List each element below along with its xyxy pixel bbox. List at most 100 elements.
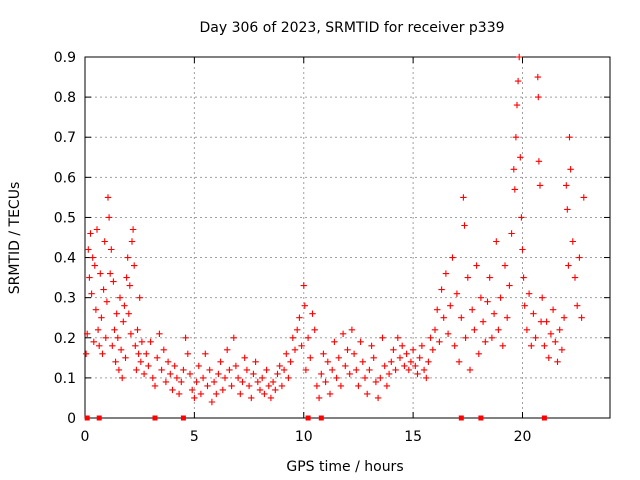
data-point [113,310,120,317]
data-point [143,350,150,357]
data-point [311,326,318,333]
data-point [372,378,380,386]
data-point [213,390,220,398]
data-point [566,134,573,141]
data-point [523,326,531,333]
x-tick-label: 5 [190,429,199,445]
x-tick-label: 0 [81,429,90,445]
y-tick-label: 0.3 [54,291,76,307]
data-point [180,366,187,374]
data-point [298,342,305,349]
data-point [124,254,131,261]
data-point [108,246,115,253]
data-point [576,254,583,261]
data-point [109,342,116,349]
data-point [329,366,336,374]
data-point [370,354,377,361]
data-point [169,386,176,394]
data-point [101,238,108,245]
data-point [333,374,340,382]
data-point [309,310,316,317]
data-point [252,358,259,365]
data-point [418,342,426,349]
baseline-point [84,415,90,421]
data-point [479,318,487,325]
data-point [92,306,100,313]
data-point [425,358,432,365]
data-point [440,314,447,321]
data-point [374,394,382,402]
data-point [261,390,268,398]
data-point [189,386,196,394]
data-point [224,346,231,353]
data-point [545,354,552,361]
data-point [96,342,103,349]
data-point [126,282,133,289]
data-point [110,278,117,285]
data-point [259,374,266,382]
data-point [111,326,118,333]
data-point [530,310,537,317]
data-point [167,370,174,378]
data-point [114,334,121,341]
data-point [173,374,181,382]
data-point [539,294,546,301]
data-point [471,326,478,333]
data-point [427,334,434,341]
data-point [442,270,450,277]
data-point [320,350,327,357]
data-point [359,358,366,365]
data-point [280,366,288,374]
data-point [93,226,101,233]
data-point [543,318,550,325]
data-point [102,334,109,341]
chart-title: Day 306 of 2023, SRMTID for receiver p33… [199,20,504,36]
data-point [493,238,500,245]
data-point [394,334,401,341]
data-point [164,358,172,365]
data-point [208,398,216,406]
data-point [193,378,200,386]
data-point [514,77,522,85]
data-point [195,362,202,370]
data-point [412,362,419,370]
data-point [104,194,112,201]
data-point [381,362,388,370]
data-point [429,346,436,353]
x-axis-label: GPS time / hours [286,459,403,475]
data-point [383,382,391,390]
data-point [202,350,209,357]
data-point [390,346,397,353]
data-point [564,206,571,213]
data-point [156,330,163,337]
data-point [518,214,525,221]
data-point [355,382,362,390]
data-point [506,282,513,289]
tick-layer: 0 0.1 0.2 0.3 0.4 0.5 0.6 0.7 0.8 0.9 0 5 10 15 20 [54,50,610,445]
data-point [88,290,95,297]
data-point [91,262,98,269]
data-point [460,194,467,201]
data-point [219,386,226,394]
data-point [134,326,141,333]
data-point [368,342,375,349]
y-tick-label: 0.2 [54,331,76,347]
data-point [184,350,191,357]
data-point [420,366,428,374]
data-point [241,354,248,361]
data-point [438,286,445,293]
data-point [436,338,443,345]
data-point [158,366,165,374]
data-point [117,346,125,353]
data-point [254,378,261,386]
data-point [278,382,286,390]
data-point [490,310,498,317]
data-point [318,370,325,378]
data-point [337,382,345,390]
data-point [339,330,347,337]
baseline-points [84,415,547,421]
data-point [85,246,92,253]
data-point [197,390,205,398]
data-point [431,326,439,333]
data-point [217,358,224,365]
